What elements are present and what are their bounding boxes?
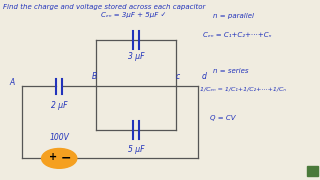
Text: n = series: n = series xyxy=(213,68,248,74)
Text: Find the charge and voltage stored across each capacitor: Find the charge and voltage stored acros… xyxy=(3,4,205,10)
Text: +: + xyxy=(49,152,57,163)
Bar xyxy=(307,166,318,176)
Text: n = parallel: n = parallel xyxy=(213,13,254,19)
Text: Cₑₙ = 3μF + 5μF ✓: Cₑₙ = 3μF + 5μF ✓ xyxy=(101,12,166,18)
Text: 100V: 100V xyxy=(49,132,69,141)
Text: −: − xyxy=(60,151,71,164)
Text: d: d xyxy=(202,72,206,81)
Text: 1/Cₑₙ = 1/C₁+1/C₂+⋯+1/Cₙ: 1/Cₑₙ = 1/C₁+1/C₂+⋯+1/Cₙ xyxy=(200,86,286,91)
Text: 3 μF: 3 μF xyxy=(128,52,144,61)
Circle shape xyxy=(42,148,77,168)
Text: A: A xyxy=(9,78,14,87)
Text: Cₑₙ = C₁+C₂+⋯+Cₙ: Cₑₙ = C₁+C₂+⋯+Cₙ xyxy=(203,32,272,38)
Text: 5 μF: 5 μF xyxy=(128,145,144,154)
Text: Q = CV: Q = CV xyxy=(210,115,235,121)
Text: B: B xyxy=(92,72,97,81)
Text: c: c xyxy=(175,72,180,81)
Text: 2 μF: 2 μF xyxy=(51,101,68,110)
